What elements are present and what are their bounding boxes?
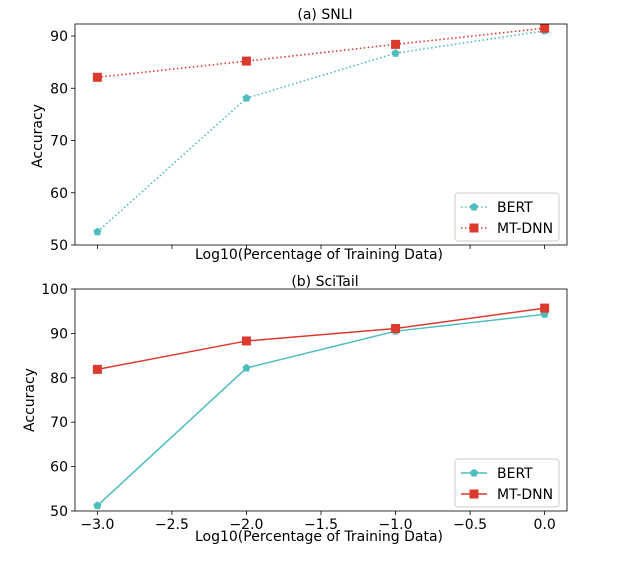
y-tick-label-snli: 50 (50, 238, 68, 254)
series-mt-dnn-scitail (92, 303, 550, 374)
x-tick-label-scitail: 0.0 (534, 517, 556, 533)
legend-marker-bert-snli (469, 202, 479, 211)
y-axis-title-snli: Accuracy (30, 104, 46, 168)
series-line-mt-dnn-scitail (97, 307, 545, 371)
y-tick-label-snli: 90 (50, 29, 68, 45)
data-point-bert-snli (391, 48, 400, 57)
data-point-mt-dnn-snli (540, 23, 550, 33)
data-point-mt-dnn-scitail (540, 303, 550, 313)
y-tick-label-snli: 60 (50, 186, 68, 202)
data-point-mt-dnn-scitail (92, 364, 102, 374)
legend-label-mt-dnn-scitail: MT-DNN (497, 487, 553, 503)
x-tick-label-scitail: −1.5 (304, 517, 338, 533)
data-point-mt-dnn-scitail (241, 336, 251, 346)
y-tick-label-snli: 80 (50, 81, 68, 97)
y-tick-label-scitail: 90 (50, 326, 68, 342)
x-tick-label-scitail: −2.5 (155, 517, 189, 533)
y-tick-label-scitail: 60 (50, 460, 68, 476)
plot-frame-scitail (74, 288, 568, 512)
data-point-bert-snli (93, 227, 102, 236)
chart-title-scitail: (b) SciTail (291, 274, 358, 290)
legend-marker-bert-scitail (469, 468, 479, 477)
legend-snli: BERT MT-DNN (454, 192, 560, 242)
x-axis-title-scitail: Log10(Percentage of Training Data) (195, 529, 443, 545)
y-tick-label-scitail: 70 (50, 415, 68, 431)
series-line-mt-dnn-snli (97, 27, 545, 79)
legend-box-snli (454, 192, 560, 242)
x-tick-label-scitail: −3.0 (80, 517, 114, 533)
chart-title-snli: (a) SNLI (297, 7, 352, 23)
plot-frame-snli (74, 23, 568, 246)
legend-marker-mt-dnn-snli (469, 223, 479, 233)
data-point-mt-dnn-snli (92, 72, 102, 82)
x-tick-label-scitail: −0.5 (453, 517, 487, 533)
legend-box-scitail (454, 458, 560, 508)
x-tick-label-scitail: −1.0 (379, 517, 413, 533)
data-point-mt-dnn-scitail (391, 324, 401, 334)
y-tick-label-snli: 70 (50, 134, 68, 150)
y-tick-label-scitail: 100 (41, 282, 68, 298)
panel-scitail: (b) SciTail 50 60 70 80 90 100 −3.0 −2.5 −2.0 −1.… (22, 274, 568, 545)
series-line-bert-scitail (96, 313, 545, 507)
data-point-mt-dnn-snli (241, 56, 251, 66)
legend-scitail: BERT MT-DNN (454, 458, 560, 508)
series-mt-dnn-snli (92, 23, 550, 82)
x-axis-title-snli: Log10(Percentage of Training Data) (195, 247, 443, 263)
data-point-bert-scitail (242, 363, 251, 372)
panel-snli: (a) SNLI 50 60 70 80 90 Log10(Percentage of … (30, 7, 568, 263)
y-axis-title-scitail: Accuracy (22, 368, 38, 432)
data-point-bert-snli (242, 93, 251, 102)
y-tick-label-scitail: 50 (50, 504, 68, 520)
data-point-bert-scitail (93, 501, 102, 510)
x-tick-label-scitail: −2.0 (229, 517, 263, 533)
legend-label-mt-dnn-snli: MT-DNN (497, 221, 553, 237)
legend-label-bert-scitail: BERT (497, 466, 533, 482)
data-point-mt-dnn-snli (391, 39, 401, 49)
y-tick-label-scitail: 80 (50, 371, 68, 387)
legend-label-bert-snli: BERT (497, 200, 533, 216)
legend-marker-mt-dnn-scitail (469, 489, 479, 499)
series-line-bert-snli (96, 29, 545, 233)
